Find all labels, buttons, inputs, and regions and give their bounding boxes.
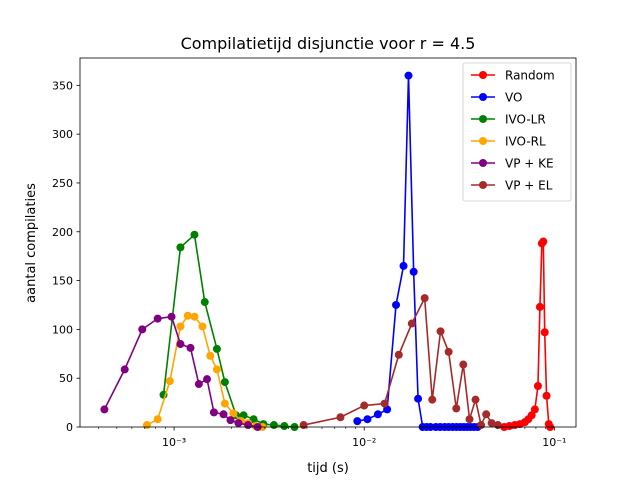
data-point-random <box>535 302 544 311</box>
y-tick-label: 150 <box>52 275 73 288</box>
data-point-vp-el <box>420 294 429 303</box>
data-point-vo <box>409 267 418 276</box>
data-point-vo <box>353 417 362 426</box>
data-point-vp-ke <box>120 365 129 374</box>
data-point-vp-ke <box>226 416 235 425</box>
axes: 0 50 100 150 200 250 300 350 10⁻³ 10⁻² 10⁻¹ <box>52 57 577 449</box>
data-point-vp-el <box>436 327 445 336</box>
data-point-ivo-rl <box>206 351 215 360</box>
legend-label-random: Random <box>505 69 555 83</box>
data-point-vp-el <box>471 395 480 404</box>
legend-marker-random <box>479 71 487 79</box>
y-tick-label: 300 <box>52 128 73 141</box>
legend-label-vo: VO <box>505 91 522 105</box>
data-point-vp-el <box>459 360 468 369</box>
y-tick-label: 100 <box>52 323 73 336</box>
y-tick-label: 250 <box>52 177 73 190</box>
data-point-vp-el <box>493 421 502 430</box>
y-axis-label: aantal compilaties <box>24 183 39 303</box>
data-point-vo <box>399 261 408 270</box>
legend-marker-vp-ke <box>479 159 487 167</box>
data-point-ivo-rl <box>183 311 192 320</box>
data-point-random <box>533 382 542 390</box>
data-point-vp-ke <box>244 421 253 430</box>
data-point-ivo-lr <box>200 298 209 307</box>
data-point-ivo-rl <box>153 415 162 424</box>
y-tick-label: 50 <box>59 372 73 385</box>
data-point-vp-ke <box>234 419 243 428</box>
x-tick-label: 10⁻¹ <box>542 436 566 449</box>
data-point-ivo-rl <box>229 409 238 418</box>
chart-title: Compilatietijd disjunctie voor r = 4.5 <box>181 34 476 53</box>
data-point-random <box>540 328 549 337</box>
data-point-ivo-rl <box>165 377 174 386</box>
data-point-random <box>530 405 539 414</box>
data-point-vo <box>404 71 413 80</box>
data-point-ivo-rl <box>142 421 151 430</box>
data-point-ivo-lr <box>280 422 289 431</box>
y-tick-label: 200 <box>52 226 73 239</box>
data-point-vp-ke <box>203 375 212 384</box>
legend-marker-ivo-rl <box>479 137 487 145</box>
x-axis-label: tijd (s) <box>307 461 349 476</box>
data-point-vp-el <box>299 421 308 430</box>
data-point-vp-ke <box>194 380 203 389</box>
data-point-ivo-rl <box>220 399 229 408</box>
data-point-vp-el <box>465 415 474 424</box>
data-point-vp-el <box>336 413 345 422</box>
data-point-ivo-lr <box>190 230 199 239</box>
data-point-random <box>539 237 548 246</box>
data-point-vp-ke <box>100 405 109 414</box>
data-point-ivo-rl <box>212 365 221 374</box>
data-point-vp-el <box>487 419 496 428</box>
data-point-ivo-lr <box>212 344 221 353</box>
data-point-ivo-lr <box>220 378 229 387</box>
data-point-vp-el <box>482 410 491 419</box>
data-point-ivo-rl <box>176 322 185 331</box>
data-point-random <box>527 411 536 420</box>
data-point-vp-ke <box>209 408 218 417</box>
data-point-vo <box>373 410 382 419</box>
data-point-vp-el <box>444 347 453 356</box>
data-point-ivo-lr <box>176 243 185 252</box>
data-point-vp-ke <box>138 325 147 334</box>
data-point-vo <box>392 300 401 309</box>
data-point-random <box>542 391 551 400</box>
data-point-vp-ke <box>219 410 228 419</box>
data-point-vp-el <box>380 399 389 408</box>
data-point-vo <box>363 415 372 424</box>
data-point-vp-el <box>428 395 437 404</box>
data-point-vp-el <box>407 319 416 328</box>
data-point-ivo-lr <box>249 415 258 424</box>
legend-label-vp-ke: VP + KE <box>505 157 554 171</box>
data-point-vp-el <box>360 401 369 410</box>
data-point-vp-el <box>477 421 486 430</box>
data-point-vp-ke <box>176 340 185 349</box>
legend-label-ivo-rl: IVO-RL <box>505 135 546 149</box>
legend-label-vp-el: VP + EL <box>505 179 553 193</box>
y-tick-label: 350 <box>52 79 73 92</box>
x-tick-label: 10⁻² <box>352 436 376 449</box>
axes-frame <box>79 57 577 428</box>
data-point-vp-ke <box>186 343 195 352</box>
data-point-vp-el <box>452 404 461 413</box>
legend: Random VO IVO-LR IVO-RL VP + KE VP + EL <box>462 62 572 202</box>
data-point-ivo-lr <box>269 421 278 430</box>
data-point-ivo-rl <box>198 322 207 331</box>
legend-marker-ivo-lr <box>479 115 487 123</box>
x-tick-label: 10⁻³ <box>162 436 186 449</box>
legend-marker-vo <box>479 93 487 101</box>
data-point-vp-ke <box>153 314 162 323</box>
data-point-vp-el <box>394 350 403 359</box>
legend-marker-vp-el <box>479 181 487 189</box>
y-tick-label: 0 <box>66 421 73 434</box>
data-point-vo <box>414 394 423 403</box>
data-point-vp-ke <box>167 312 176 321</box>
legend-label-ivo-lr: IVO-LR <box>505 113 546 127</box>
data-point-ivo-rl <box>190 312 199 321</box>
